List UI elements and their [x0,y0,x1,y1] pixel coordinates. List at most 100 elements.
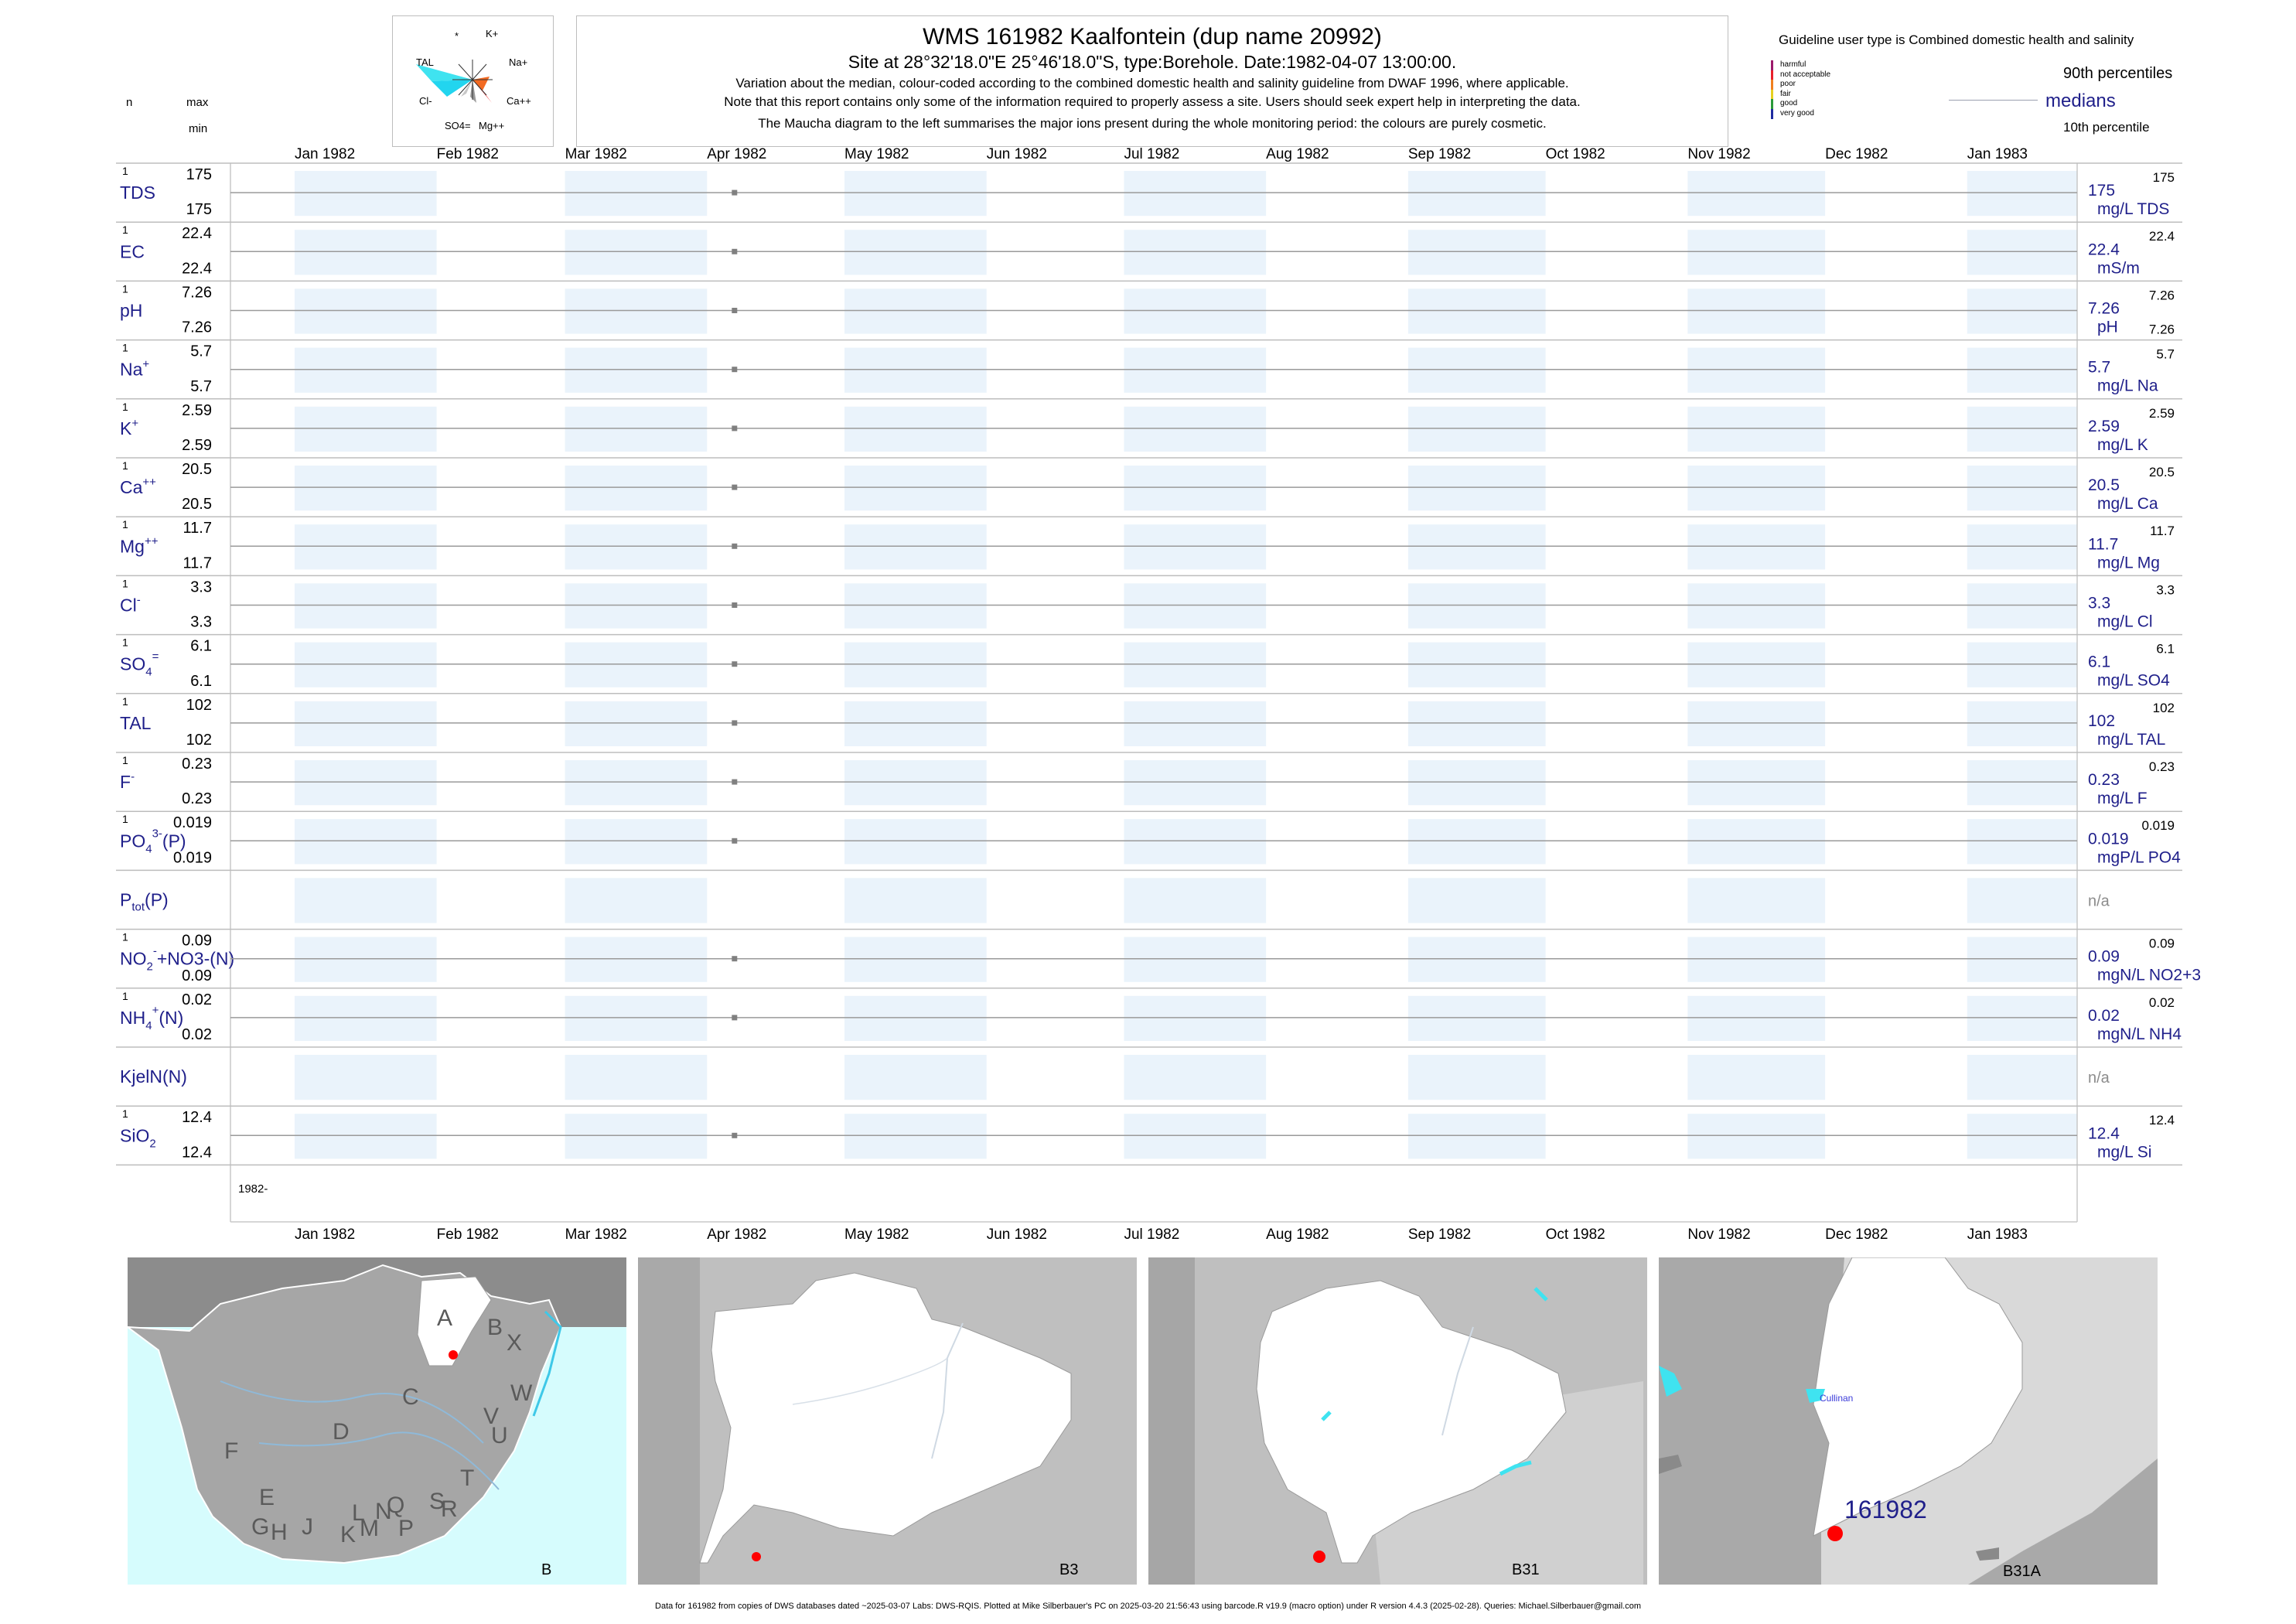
month-band [1967,701,2077,746]
month-band [1407,524,1546,570]
guideline-level: fair [1771,89,1895,100]
month-band [294,583,437,629]
row-max: 0.019 [173,814,212,831]
sample-point [732,189,738,196]
guideline-level-label: very good [1780,108,1814,118]
median-value: 7.26 [2088,300,2120,318]
row-max: 175 [186,166,212,183]
maucha-na-label: Na+ [509,56,527,68]
month-band [1687,347,1826,393]
month-tick-label: Oct 1982 [1546,146,1605,162]
variable-label: pH [120,301,142,321]
map-region-letter: W [510,1380,533,1406]
maucha-so4-label: SO4= [445,120,471,131]
sample-point [732,425,738,432]
month-band [294,1114,437,1159]
map-b31a-site-marker [1827,1526,1843,1541]
month-band [1407,406,1546,452]
month-band [844,288,987,334]
row-min: 12.4 [182,1144,212,1161]
map-b-site-marker [449,1350,458,1360]
month-band [565,230,708,275]
map-region-letter: H [271,1520,288,1545]
month-band [565,937,708,982]
maucha-cl-label: Cl- [419,95,432,107]
sample-point [732,367,738,373]
guideline-level-swatch [1771,80,1773,90]
maucha-mg-label: Mg++ [479,120,504,131]
map-b31a-town-label: Cullinan [1820,1393,1853,1404]
sample-count: 1 [122,577,128,589]
median-value: 5.7 [2088,359,2110,377]
month-band [1407,878,1546,923]
median-value: 0.019 [2088,830,2129,848]
month-band [1407,230,1546,275]
sample-count: 1 [122,990,128,1002]
sample-point [732,720,738,726]
median-value: 0.23 [2088,771,2120,789]
month-band [565,819,708,865]
row-max: 20.5 [182,461,212,478]
variable-label: K+ [120,417,138,438]
month-band [1407,466,1546,511]
month-band [844,701,987,746]
row-max: 22.4 [182,225,212,242]
month-band [1124,1114,1267,1159]
p90-value: 0.23 [2149,759,2175,774]
month-tick-label: Oct 1982 [1546,1227,1605,1243]
month-band [1687,1114,1826,1159]
month-band [844,937,987,982]
month-band [294,937,437,982]
month-tick-label: Aug 1982 [1266,146,1329,162]
median-value: 102 [2088,712,2115,730]
month-tick-label: Nov 1982 [1687,1227,1750,1243]
map-region-letter: K [340,1522,356,1547]
guideline-level: poor [1771,80,1895,90]
month-band [1967,937,2077,982]
month-band [294,524,437,570]
month-tick-label: Apr 1982 [707,146,766,162]
month-band [1687,642,1826,687]
guideline-level: very good [1771,108,1895,119]
unit-label: mg/L Mg [2097,554,2160,571]
p90-value: 20.5 [2149,465,2175,479]
bottom-year-label: 1982- [238,1182,268,1196]
legend-p90: 90th percentiles [2063,65,2173,82]
month-band [1967,466,2077,511]
row-min: 102 [186,732,212,749]
month-band [294,878,437,923]
p90-value: 0.02 [2149,995,2175,1010]
map-region-letter: B [487,1315,503,1340]
row-min: 0.019 [173,849,212,866]
map-region-letter: P [398,1516,414,1541]
guideline-level-label: fair [1780,89,1791,98]
month-band [844,995,987,1041]
sample-point [732,956,738,962]
unit-label: mgN/L NH4 [2097,1025,2182,1043]
month-band [1687,230,1826,275]
row-min: 2.59 [182,437,212,454]
map-region-letter: N [375,1499,392,1524]
sample-point [732,661,738,667]
maucha-tal-label: TAL [416,56,434,68]
column-header-max: max [186,96,209,109]
row-min: 0.09 [182,967,212,984]
median-value: 2.59 [2088,418,2120,435]
month-band [1407,171,1546,217]
p90-value: 22.4 [2149,229,2175,244]
maucha-so4-segment [461,80,473,97]
column-header-n: n [126,96,133,109]
month-band [1407,1114,1546,1159]
median-value: 175 [2088,182,2115,200]
month-band [565,642,708,687]
month-tick-label: Jul 1982 [1124,1227,1179,1243]
p90-value: 11.7 [2150,524,2175,538]
month-band [1967,995,2077,1041]
month-band [565,347,708,393]
median-value: 12.4 [2088,1124,2120,1142]
map-b31-drawing: B31 [1148,1257,1647,1585]
map-region-letter: R [441,1496,458,1522]
month-tick-label: May 1982 [844,1227,909,1243]
p90-value: 5.7 [2156,347,2175,362]
variable-label: TDS [120,183,155,203]
